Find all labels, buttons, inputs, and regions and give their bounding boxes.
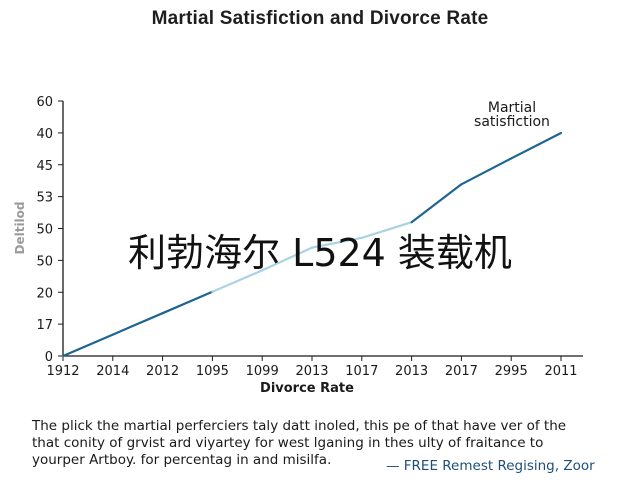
x-tick-label: 2013 <box>295 364 328 379</box>
series-line-segment <box>460 157 513 186</box>
series-line-segment <box>111 312 164 336</box>
y-tick-label: 50 <box>36 223 53 238</box>
x-tick-label: 1095 <box>196 364 229 379</box>
y-tick-label: 40 <box>36 127 53 142</box>
chart-title: Martial Satisfiction and Divorce Rate <box>151 8 489 29</box>
series-line-segment <box>360 221 413 239</box>
y-tick-label: 0 <box>45 350 53 365</box>
x-tick-label: 2014 <box>96 364 129 379</box>
y-tick-label: 17 <box>36 318 53 333</box>
x-tick-label: 1912 <box>46 364 79 379</box>
caption-line-2: that conity of grvist ard viyartey for w… <box>32 435 544 451</box>
x-tick-label: 1017 <box>345 364 378 379</box>
series-line-segment <box>510 131 563 160</box>
y-axis-title: Deltilod <box>13 201 27 254</box>
caption: The plick the martial perferciers taly d… <box>32 418 602 469</box>
x-axis-ticks: 1912 2014 2012 1095 1099 2013 1017 2013 2017 2995… <box>46 356 578 379</box>
series-line-segment <box>261 246 314 272</box>
y-tick-label: 60 <box>36 95 53 110</box>
y-tick-label: 50 <box>36 254 53 269</box>
x-tick-label: 2013 <box>395 364 428 379</box>
chart-series <box>61 131 563 358</box>
y-axis-ticks: 60 40 45 53 50 50 20 17 0 <box>36 95 63 365</box>
x-tick-label: 1099 <box>246 364 279 379</box>
x-tick-label: 2011 <box>544 364 577 379</box>
series-line-segment <box>410 183 463 224</box>
x-tick-label: 2017 <box>445 364 478 379</box>
series-line-segment <box>61 333 114 358</box>
x-tick-label: 2012 <box>146 364 179 379</box>
y-tick-label: 53 <box>36 191 53 206</box>
series-line-segment <box>211 269 264 293</box>
caption-line-3: yourper Artboy. for percentag in and mis… <box>32 452 332 468</box>
series-label-line-2: satisfiction <box>474 114 550 130</box>
y-tick-label: 20 <box>36 286 53 301</box>
x-tick-label: 2995 <box>495 364 528 379</box>
series-label-line-1: Martial <box>488 100 536 116</box>
x-axis-title: Divorce Rate <box>260 381 354 396</box>
series-line-segment <box>161 290 214 315</box>
credit-link[interactable]: — FREE Remest Regising, Zoor <box>386 458 595 474</box>
caption-line-1: The plick the martial perferciers taly d… <box>32 418 567 434</box>
series-line-segment <box>310 236 363 249</box>
watermark-overlay: 利勃海尔 L524 装载机 <box>128 231 512 275</box>
y-tick-label: 45 <box>36 159 53 174</box>
